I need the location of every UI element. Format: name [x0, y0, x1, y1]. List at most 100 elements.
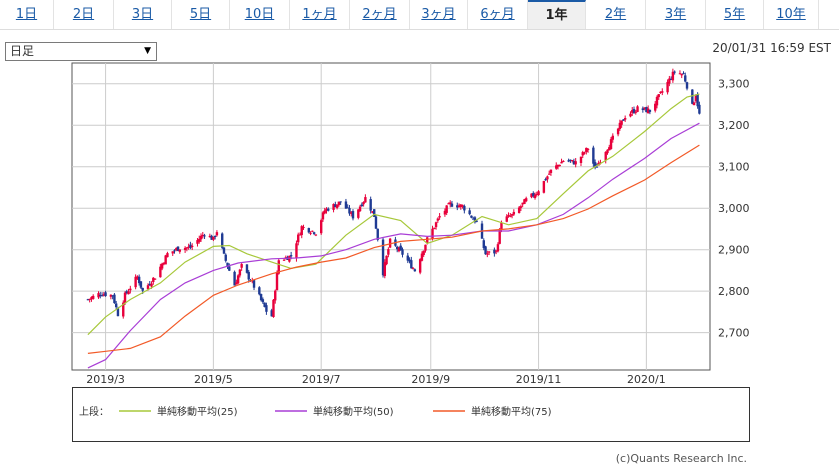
- candle-body: [127, 291, 130, 295]
- candle-body: [123, 292, 127, 304]
- tab-3[interactable]: 5日: [172, 0, 230, 29]
- candle-body: [295, 243, 298, 259]
- candle-body: [410, 260, 413, 269]
- candle-body: [350, 212, 353, 214]
- candle-body: [659, 91, 662, 94]
- candle-body: [201, 234, 204, 237]
- candle-body: [88, 298, 91, 300]
- candle-body: [302, 226, 305, 228]
- candle-body: [500, 222, 503, 230]
- candle-body: [371, 211, 374, 213]
- tab-4[interactable]: 10日: [230, 0, 290, 29]
- candle-body: [346, 207, 349, 209]
- candle-body: [438, 216, 441, 218]
- tab-5[interactable]: 1ヶ月: [290, 0, 350, 29]
- candle-body: [546, 176, 549, 180]
- candle-body: [134, 276, 137, 288]
- candle-body: [691, 89, 694, 104]
- candle-body: [611, 135, 614, 140]
- candle-body: [641, 108, 645, 110]
- candle-body: [692, 102, 696, 106]
- candle-body: [581, 152, 584, 156]
- tab-12[interactable]: 5年: [706, 0, 764, 29]
- candle-body: [125, 291, 128, 294]
- candle-body: [399, 245, 402, 251]
- candle-body: [484, 246, 487, 255]
- candle-body: [606, 149, 609, 154]
- candle-body: [570, 160, 574, 162]
- candle-body: [362, 202, 365, 205]
- ma-line-3: [87, 144, 700, 354]
- tab-2[interactable]: 3日: [114, 0, 172, 29]
- candle-body: [373, 209, 376, 217]
- candle-body: [533, 194, 537, 199]
- candle-body: [235, 282, 238, 285]
- candle-body: [252, 280, 256, 288]
- candle-body: [166, 253, 169, 258]
- candle-body: [433, 227, 436, 229]
- y-tick-label: 3,200: [718, 119, 750, 132]
- tab-10[interactable]: 2年: [586, 0, 646, 29]
- tab-8[interactable]: 6ヶ月: [468, 0, 528, 29]
- candle-body: [567, 160, 570, 162]
- candle-body: [183, 247, 187, 250]
- candle-body: [579, 156, 583, 163]
- candle-body: [289, 255, 293, 257]
- candle-body: [189, 244, 192, 248]
- candle-body: [471, 218, 475, 220]
- candle-body: [199, 235, 203, 240]
- candle-body: [449, 202, 452, 205]
- candle-body: [456, 205, 459, 208]
- candle-body: [496, 244, 500, 252]
- candle-body: [413, 269, 417, 272]
- candle-body: [148, 283, 151, 286]
- candle-body: [388, 238, 392, 248]
- candle-body: [364, 197, 367, 203]
- candle-body: [530, 193, 533, 198]
- candle-body: [160, 263, 164, 269]
- candle-body: [319, 220, 323, 234]
- tab-6[interactable]: 2ヶ月: [350, 0, 410, 29]
- candle-body: [240, 264, 243, 268]
- tab-0[interactable]: 1日: [0, 0, 54, 29]
- candle-body: [682, 73, 685, 75]
- candle-body: [298, 234, 302, 236]
- x-tick-label: 2020/1: [627, 373, 666, 386]
- tab-13[interactable]: 10年: [764, 0, 819, 29]
- candle-body: [569, 159, 572, 161]
- interval-select[interactable]: 日足 ▼: [5, 42, 157, 61]
- candle-body: [493, 249, 496, 254]
- candle-body: [122, 302, 125, 317]
- candle-body: [334, 204, 337, 208]
- candle-body: [544, 179, 547, 181]
- candle-body: [116, 308, 120, 317]
- candle-body: [374, 216, 378, 229]
- candle-body: [323, 210, 326, 214]
- x-tick-label: 2019/3: [86, 373, 125, 386]
- tab-7[interactable]: 3ヶ月: [410, 0, 468, 29]
- candle-body: [422, 250, 425, 255]
- candle-body: [261, 299, 265, 303]
- candle-body: [406, 255, 409, 261]
- candle-body: [560, 161, 563, 164]
- candle-body: [251, 280, 254, 282]
- ma-line-2: [87, 122, 700, 369]
- candle-body: [351, 211, 355, 219]
- candle-body: [426, 237, 429, 243]
- y-tick-label: 2,800: [718, 285, 750, 298]
- candle-body: [198, 238, 201, 242]
- candle-body: [97, 293, 100, 298]
- candle-body: [609, 139, 613, 150]
- candle-body: [434, 222, 438, 228]
- candle-body: [90, 297, 93, 300]
- candle-body: [461, 205, 464, 207]
- candle-body: [215, 232, 219, 236]
- tab-9[interactable]: 1年: [528, 0, 586, 29]
- candle-body: [623, 118, 627, 120]
- tab-11[interactable]: 3年: [646, 0, 706, 29]
- candle-body: [311, 230, 314, 232]
- candle-body: [542, 180, 546, 193]
- candle-body: [224, 254, 227, 261]
- tab-1[interactable]: 2日: [54, 0, 114, 29]
- candle-body: [369, 199, 372, 211]
